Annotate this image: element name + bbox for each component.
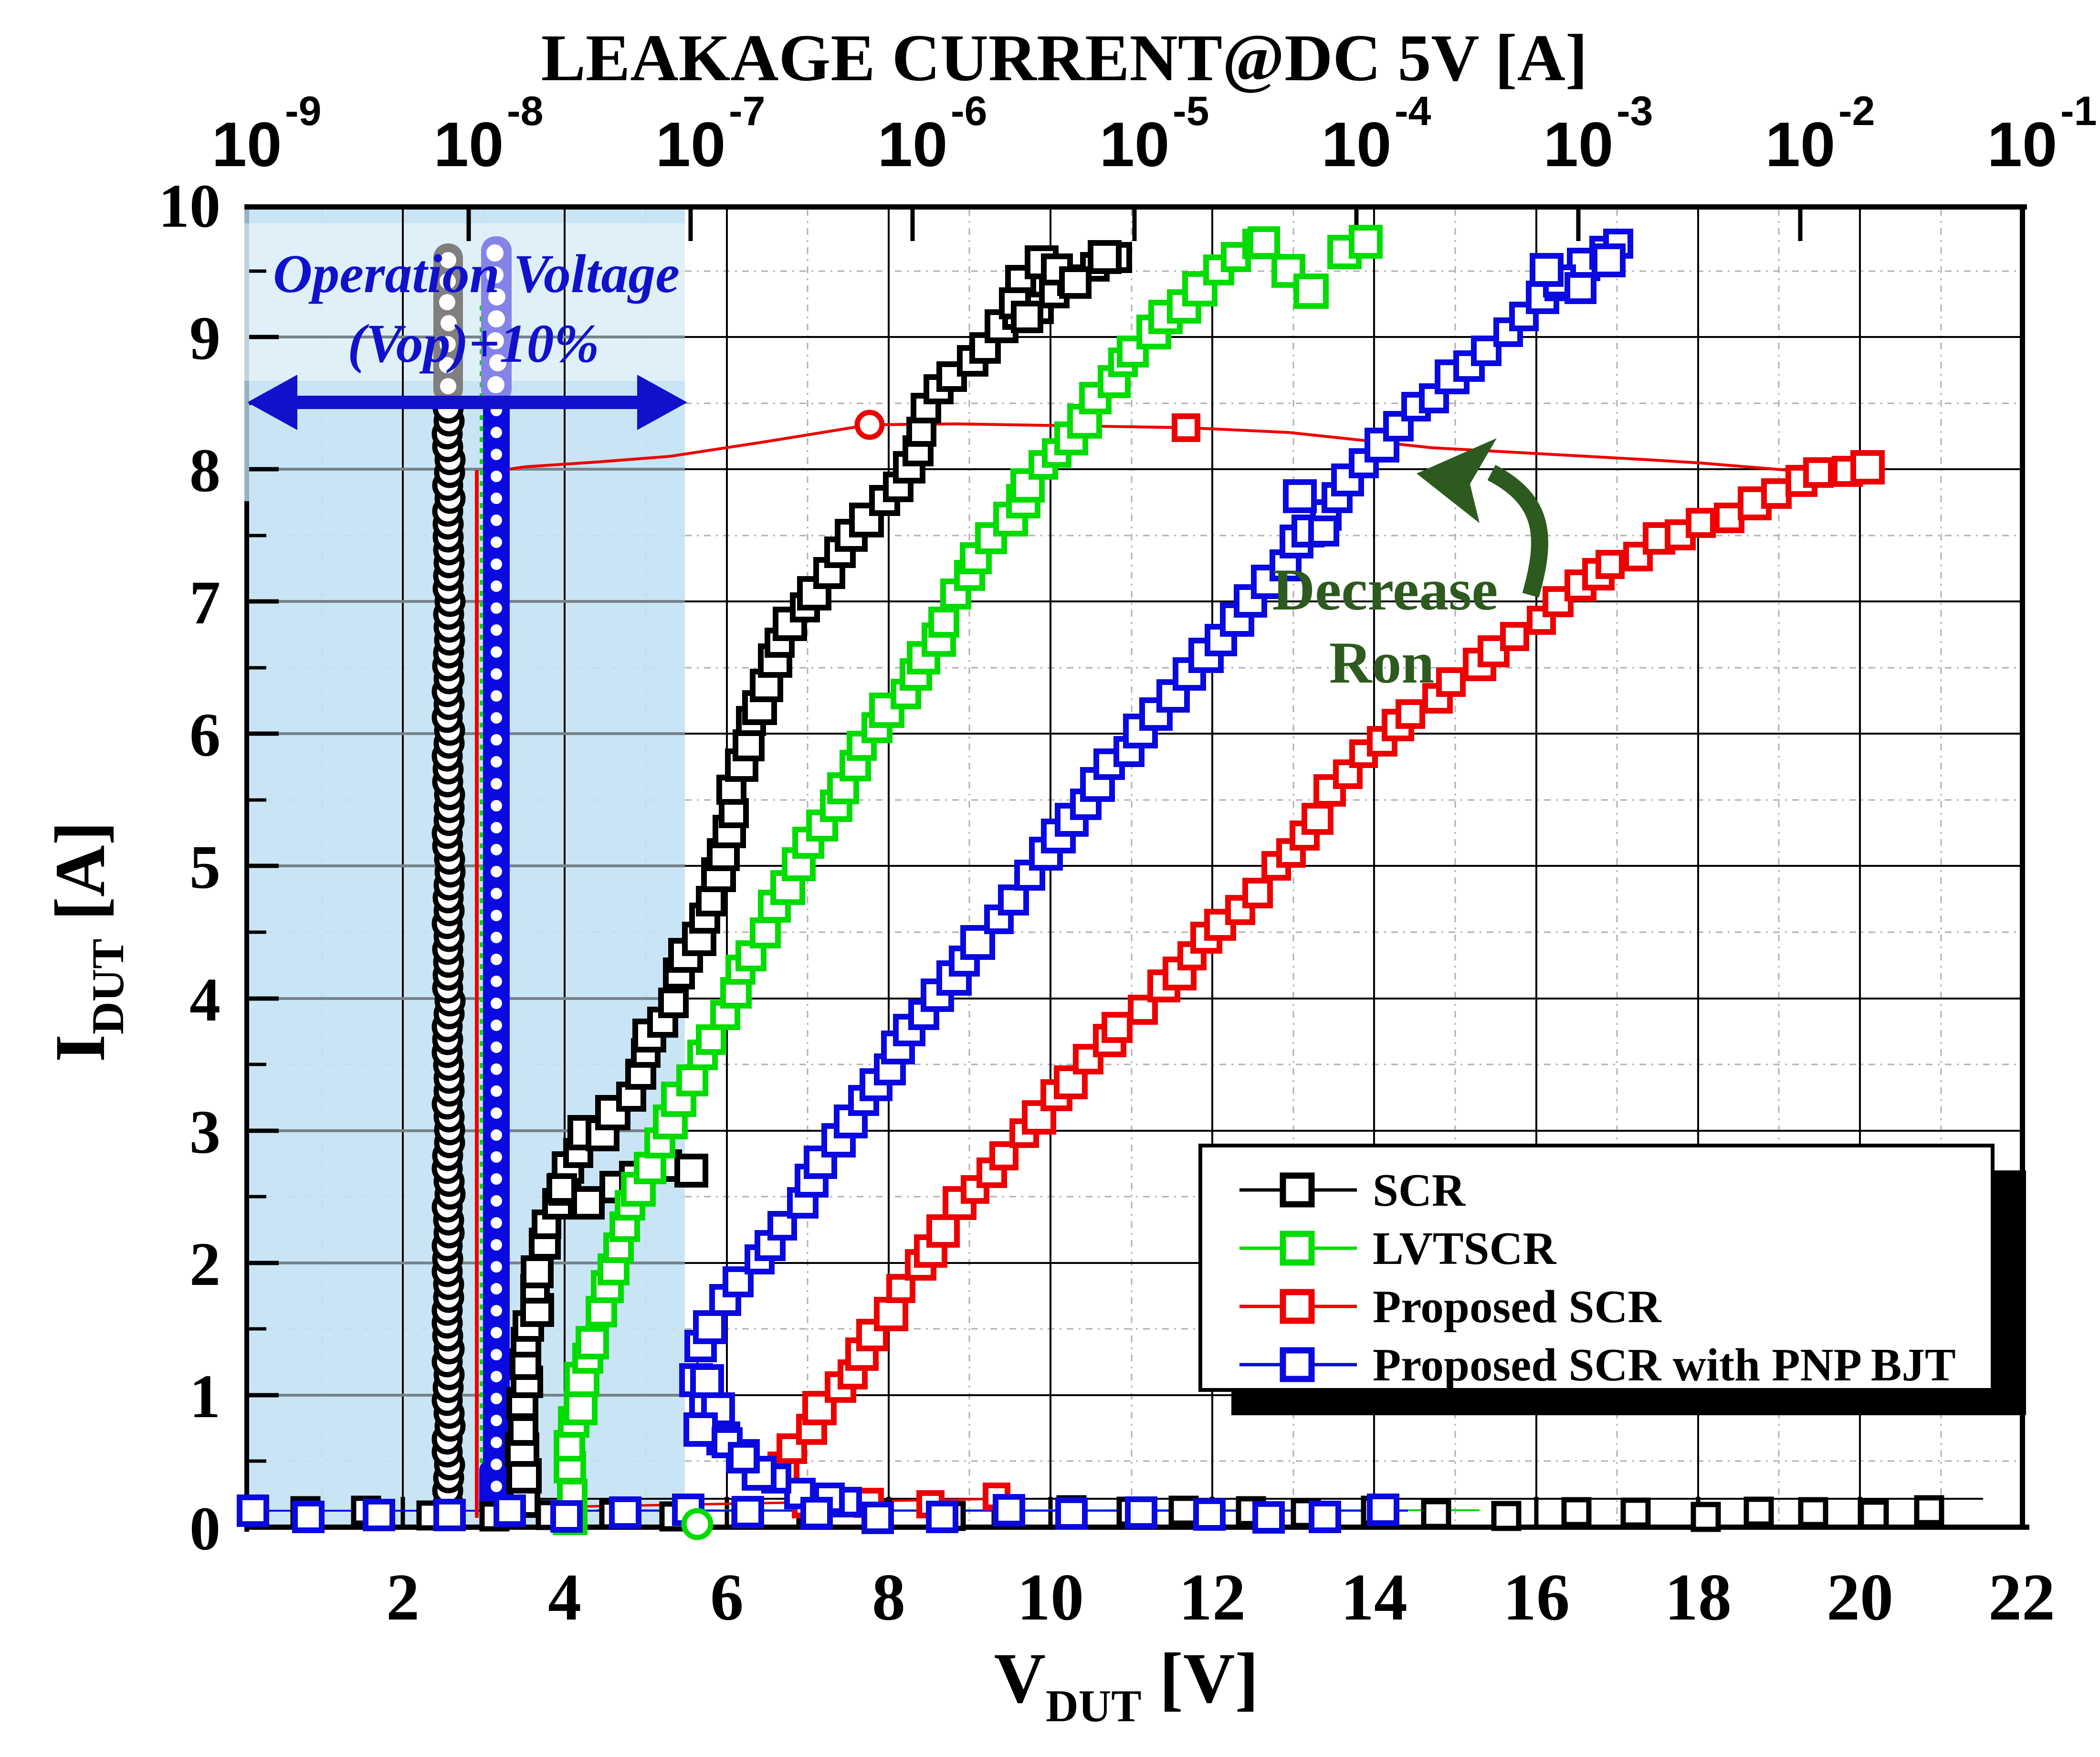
svg-text:LVTSCR: LVTSCR	[1373, 1223, 1557, 1274]
svg-text:10: 10	[1100, 109, 1170, 179]
svg-text:-6: -6	[951, 88, 987, 134]
svg-text:-7: -7	[729, 88, 765, 134]
svg-text:12: 12	[1179, 1560, 1246, 1634]
svg-text:10: 10	[158, 172, 220, 241]
svg-text:-4: -4	[1395, 88, 1431, 134]
svg-text:6: 6	[189, 701, 220, 769]
svg-text:Proposed SCR: Proposed SCR	[1373, 1281, 1661, 1332]
svg-text:-1: -1	[2060, 88, 2097, 134]
svg-text:8: 8	[872, 1560, 905, 1634]
svg-text:LEAKAGE CURRENT@DC 5V [A]: LEAKAGE CURRENT@DC 5V [A]	[541, 21, 1588, 95]
svg-text:10: 10	[1765, 109, 1836, 179]
svg-text:-2: -2	[1838, 88, 1875, 134]
svg-text:Decrease: Decrease	[1272, 557, 1498, 622]
svg-text:1: 1	[189, 1362, 220, 1431]
svg-text:9: 9	[189, 304, 220, 373]
svg-text:5: 5	[189, 833, 220, 902]
svg-text:10: 10	[1544, 109, 1614, 179]
svg-text:4: 4	[548, 1560, 581, 1634]
svg-text:-8: -8	[507, 88, 543, 134]
svg-text:10: 10	[878, 109, 948, 179]
svg-text:10: 10	[1322, 109, 1392, 179]
svg-text:-9: -9	[285, 88, 321, 134]
svg-text:-5: -5	[1173, 88, 1209, 134]
svg-text:22: 22	[1988, 1560, 2055, 1634]
svg-text:10: 10	[1017, 1560, 1084, 1634]
svg-text:8: 8	[189, 436, 220, 505]
svg-text:10: 10	[1987, 109, 2058, 179]
svg-text:2: 2	[189, 1230, 220, 1299]
svg-text:Proposed SCR with PNP BJT: Proposed SCR with PNP BJT	[1373, 1339, 1956, 1390]
svg-text:14: 14	[1341, 1560, 1407, 1634]
svg-text:-3: -3	[1617, 88, 1653, 134]
svg-text:0: 0	[189, 1494, 220, 1563]
svg-text:18: 18	[1665, 1560, 1732, 1634]
svg-text:Ron: Ron	[1329, 630, 1435, 695]
svg-text:6: 6	[710, 1560, 744, 1634]
svg-text:7: 7	[189, 568, 220, 637]
svg-text:(Vop)+10%: (Vop)+10%	[347, 313, 599, 374]
svg-text:VDUT [V]: VDUT [V]	[994, 1639, 1259, 1731]
svg-text:10: 10	[434, 109, 504, 179]
svg-text:SCR: SCR	[1373, 1165, 1466, 1216]
svg-text:10: 10	[656, 109, 726, 179]
svg-text:10: 10	[212, 109, 282, 179]
svg-text:4: 4	[189, 966, 220, 1034]
svg-text:Operation Voltage: Operation Voltage	[273, 243, 680, 304]
svg-text:16: 16	[1503, 1560, 1570, 1634]
svg-text:3: 3	[189, 1098, 220, 1167]
svg-text:2: 2	[386, 1560, 420, 1634]
svg-text:20: 20	[1827, 1560, 1893, 1634]
